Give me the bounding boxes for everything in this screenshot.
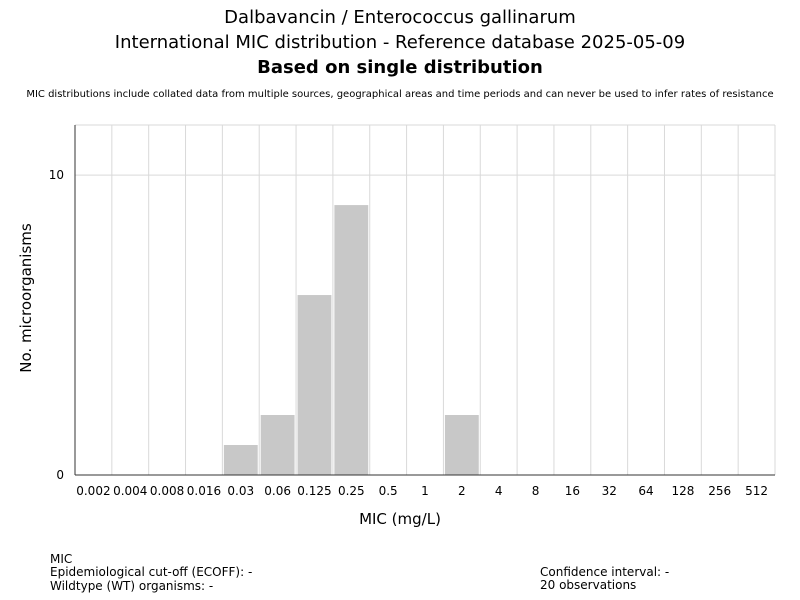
footer-mic-label: MIC (50, 552, 73, 566)
bar-0.03 (223, 445, 258, 475)
x-tick-label: 0.5 (379, 484, 398, 498)
x-tick-label: 1 (421, 484, 429, 498)
x-tick-label: 0.03 (227, 484, 254, 498)
x-tick-label: 128 (671, 484, 694, 498)
bar-0.125 (297, 295, 332, 475)
chart-title-line-2: International MIC distribution - Referen… (114, 32, 686, 53)
chart-title-line-3: Based on single distribution (257, 57, 543, 78)
y-tick-label: 10 (49, 168, 64, 182)
x-tick-label: 0.004 (113, 484, 147, 498)
x-axis-title: MIC (mg/L) (359, 510, 441, 528)
x-tick-label: 0.06 (264, 484, 291, 498)
x-tick-label: 0.002 (76, 484, 110, 498)
y-axis-title: No. microorganisms (17, 223, 35, 373)
bar-2 (444, 415, 479, 475)
x-tick-label: 2 (458, 484, 466, 498)
y-tick-label: 0 (56, 468, 64, 482)
x-tick-label: 16 (565, 484, 580, 498)
x-tick-label: 0.125 (297, 484, 331, 498)
x-tick-label: 0.008 (150, 484, 184, 498)
footer-observations: 20 observations (540, 578, 637, 592)
x-tick-label: 0.25 (338, 484, 365, 498)
x-tick-label: 64 (638, 484, 653, 498)
x-tick-label: 32 (602, 484, 617, 498)
bar-0.25 (334, 205, 369, 475)
bar-0.06 (260, 415, 295, 475)
chart-title-line-1: Dalbavancin / Enterococcus gallinarum (224, 7, 576, 28)
x-tick-label: 4 (495, 484, 503, 498)
footer-confidence: Confidence interval: - (540, 565, 670, 579)
x-tick-label: 0.016 (187, 484, 221, 498)
footer-wildtype: Wildtype (WT) organisms: - (50, 579, 214, 593)
x-tick-label: 512 (745, 484, 768, 498)
x-tick-label: 256 (708, 484, 731, 498)
chart-subtitle: MIC distributions include collated data … (26, 89, 774, 100)
footer-ecoff: Epidemiological cut-off (ECOFF): - (50, 565, 253, 579)
x-tick-label: 8 (532, 484, 540, 498)
